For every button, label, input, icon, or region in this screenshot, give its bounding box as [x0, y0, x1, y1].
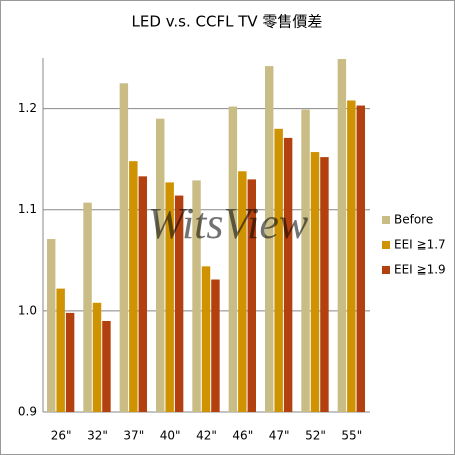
bar	[192, 180, 201, 412]
y-tick-label: 1.0	[18, 303, 37, 317]
x-tick-label: 47"	[269, 429, 290, 443]
bar	[165, 182, 174, 412]
legend-label: Before	[394, 213, 433, 227]
x-tick-label: 40"	[160, 429, 181, 443]
bar	[264, 66, 274, 412]
chart-title: LED v.s. CCFL TV 零售價差	[132, 13, 323, 31]
x-tick-label: 32"	[87, 429, 108, 443]
bar	[138, 176, 148, 412]
x-tick-label: 52"	[305, 429, 326, 443]
x-tick-label: 26"	[51, 429, 72, 443]
bar	[238, 171, 247, 412]
bar	[201, 266, 211, 412]
bar	[228, 106, 238, 412]
bar	[65, 312, 75, 412]
bar	[119, 83, 129, 413]
bar	[274, 128, 283, 413]
x-tick-label: 37"	[123, 429, 144, 443]
bar	[337, 59, 347, 413]
bar	[174, 195, 184, 412]
legend-swatch	[382, 241, 390, 249]
legend-label: EEI ≧1.7	[394, 238, 446, 252]
bar	[301, 109, 310, 412]
x-tick-label: 42"	[196, 429, 217, 443]
legend-swatch	[382, 266, 390, 274]
legend-label: EEI ≧1.9	[394, 263, 446, 277]
bar	[56, 288, 65, 412]
legend-swatch	[382, 216, 390, 224]
bar	[155, 118, 165, 412]
bar	[83, 202, 92, 412]
x-tick-label: 46"	[232, 429, 253, 443]
bar	[347, 100, 356, 412]
bar	[129, 161, 138, 412]
bar	[320, 157, 329, 412]
bar	[102, 320, 111, 412]
bar	[283, 137, 293, 412]
bar	[356, 105, 366, 412]
x-tick-label: 55"	[341, 429, 362, 443]
bar	[92, 302, 102, 412]
bar	[247, 179, 257, 412]
bar	[310, 152, 320, 412]
y-tick-label: 0.9	[18, 405, 37, 419]
y-tick-label: 1.1	[18, 202, 37, 216]
y-tick-label: 1.2	[18, 101, 37, 115]
bar	[211, 279, 220, 412]
watermark: WitsView	[148, 199, 309, 248]
bar	[46, 239, 56, 412]
